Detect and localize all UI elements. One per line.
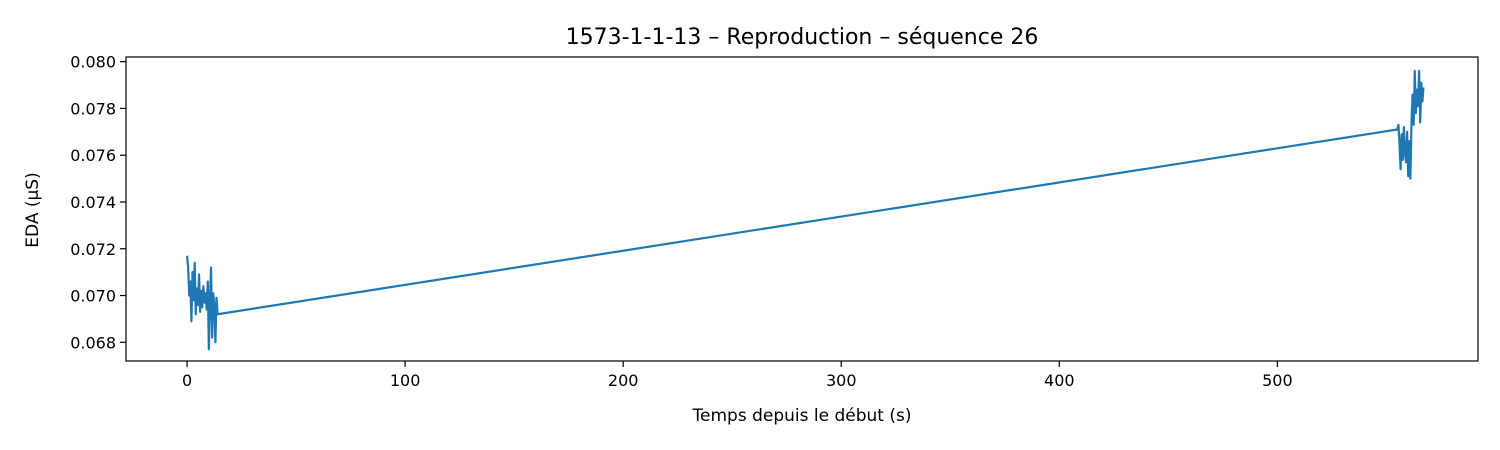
axes-frame	[125, 56, 1479, 362]
y-tick-label: 0.068	[70, 333, 116, 352]
x-tick-label: 400	[1044, 371, 1075, 390]
y-tick-label: 0.070	[70, 287, 116, 306]
y-axis-label: EDA (µS)	[23, 172, 43, 247]
chart-title: 1573-1-1-13 – Reproduction – séquence 26	[566, 25, 1039, 50]
x-tick-label: 100	[390, 371, 421, 390]
plot-area: 0 100 200 300 400 500 0.068 0.070 0.072 0.074 0.07…	[70, 53, 1479, 390]
y-tick-label: 0.078	[70, 99, 116, 118]
y-tick-label: 0.074	[70, 193, 116, 212]
x-tick-label: 200	[608, 371, 639, 390]
x-tick-label: 500	[1262, 371, 1293, 390]
series-line-0	[185, 69, 1425, 351]
x-tick-label: 300	[826, 371, 857, 390]
y-tick-label: 0.080	[70, 53, 116, 72]
x-axis-label: Temps depuis le début (s)	[692, 406, 912, 426]
x-tick-label: 0	[182, 371, 192, 390]
y-tick-label: 0.072	[70, 240, 116, 259]
y-tick-label: 0.076	[70, 146, 116, 165]
